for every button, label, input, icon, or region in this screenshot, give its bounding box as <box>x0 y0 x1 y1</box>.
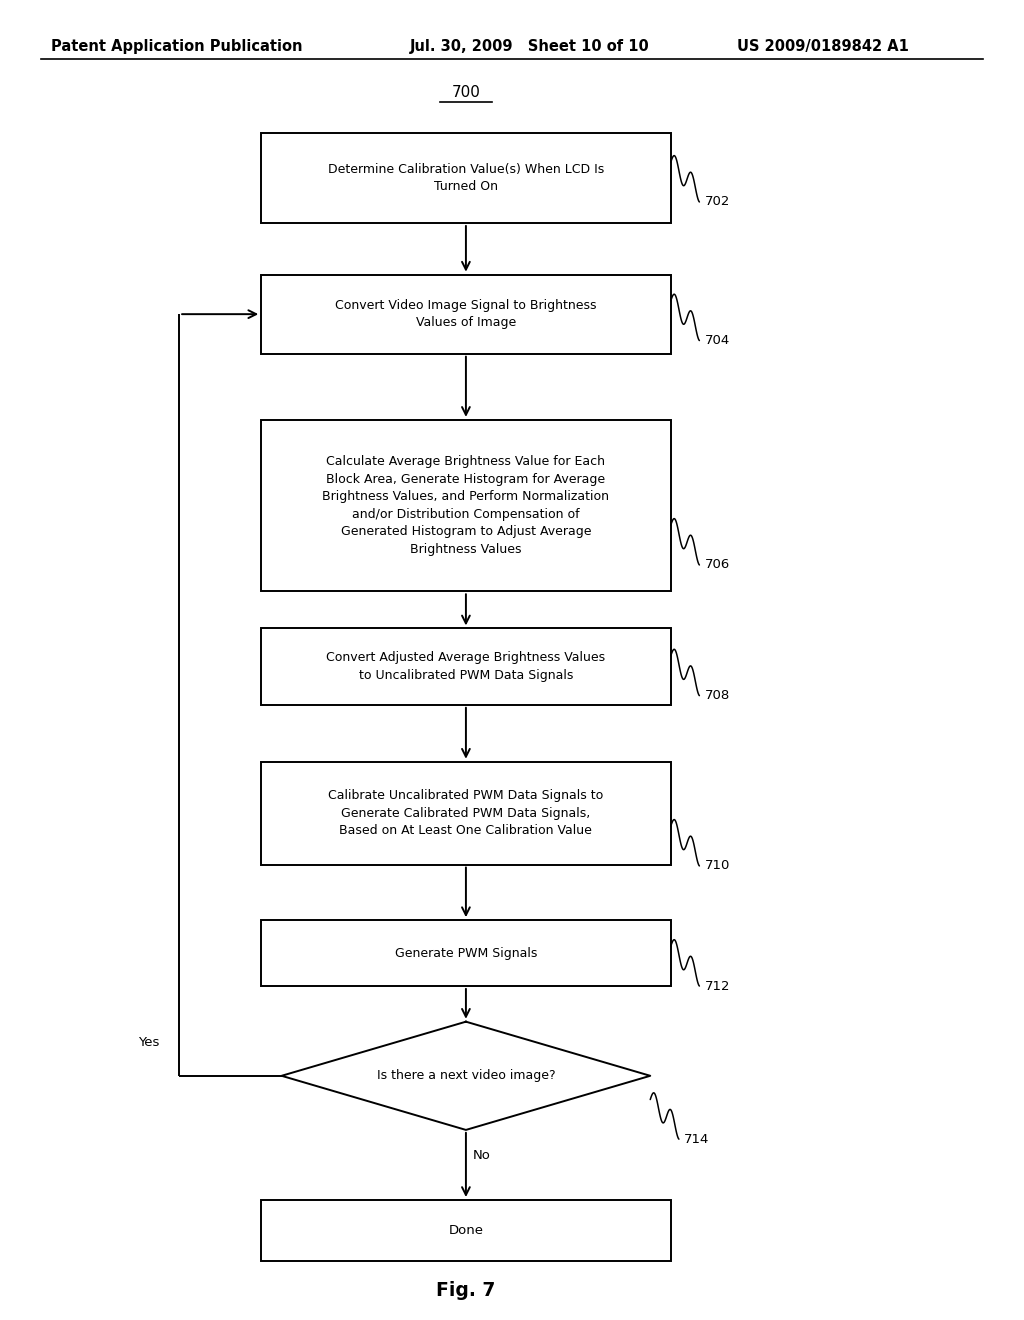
Text: Convert Video Image Signal to Brightness
Values of Image: Convert Video Image Signal to Brightness… <box>335 298 597 330</box>
Bar <box>261 1200 671 1261</box>
Text: Calibrate Uncalibrated PWM Data Signals to
Generate Calibrated PWM Data Signals,: Calibrate Uncalibrated PWM Data Signals … <box>329 789 603 837</box>
Bar <box>261 420 671 591</box>
Text: 708: 708 <box>705 689 730 702</box>
Text: 712: 712 <box>705 979 730 993</box>
Bar <box>261 762 671 865</box>
Text: Calculate Average Brightness Value for Each
Block Area, Generate Histogram for A: Calculate Average Brightness Value for E… <box>323 455 609 556</box>
Bar <box>261 275 671 354</box>
Text: 704: 704 <box>705 334 730 347</box>
Bar <box>261 133 671 223</box>
Text: Convert Adjusted Average Brightness Values
to Uncalibrated PWM Data Signals: Convert Adjusted Average Brightness Valu… <box>327 651 605 682</box>
Text: Is there a next video image?: Is there a next video image? <box>377 1069 555 1082</box>
Text: Done: Done <box>449 1224 483 1237</box>
Bar <box>261 628 671 705</box>
Text: Determine Calibration Value(s) When LCD Is
Turned On: Determine Calibration Value(s) When LCD … <box>328 162 604 194</box>
Text: 706: 706 <box>705 558 730 572</box>
Text: US 2009/0189842 A1: US 2009/0189842 A1 <box>737 38 909 54</box>
Text: No: No <box>472 1150 490 1162</box>
Text: Generate PWM Signals: Generate PWM Signals <box>394 946 538 960</box>
Text: Fig. 7: Fig. 7 <box>436 1282 496 1300</box>
Text: 702: 702 <box>705 195 730 209</box>
Text: 700: 700 <box>452 84 480 100</box>
Text: Yes: Yes <box>138 1036 159 1049</box>
Text: 714: 714 <box>684 1133 710 1146</box>
Text: 710: 710 <box>705 859 730 873</box>
Text: Patent Application Publication: Patent Application Publication <box>51 38 303 54</box>
Bar <box>261 920 671 986</box>
Text: Jul. 30, 2009   Sheet 10 of 10: Jul. 30, 2009 Sheet 10 of 10 <box>410 38 649 54</box>
